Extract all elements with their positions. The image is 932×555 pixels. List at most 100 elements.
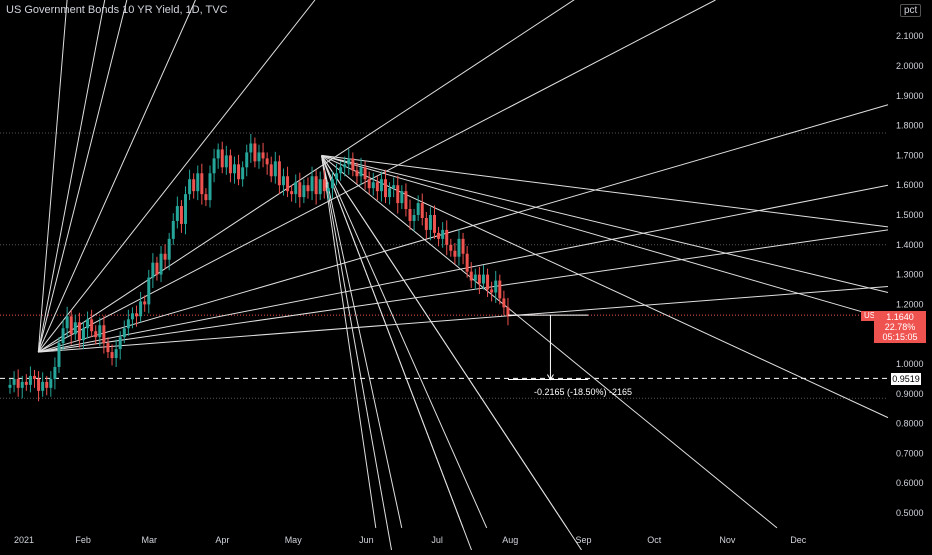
y-tick-label: 1.9000 [896,91,924,101]
fan-line [321,155,393,551]
candle-body [147,277,151,305]
candle-body [384,179,388,198]
candle-body [232,164,236,174]
candle-body [363,167,367,180]
candle-body [110,352,114,359]
candle-body [494,280,498,293]
candle-body [486,274,490,290]
candle-body [290,191,294,195]
candle-body [179,206,183,224]
candle-body [253,143,257,162]
candle-body [151,262,155,278]
candle-body [502,298,506,308]
candle-body [392,185,396,189]
fan-line [321,155,778,529]
candle-body [241,167,245,180]
candle-body [37,378,41,391]
candle-body [204,194,208,201]
candle-body [122,328,126,338]
current-price-value: 1.1640 [886,312,914,322]
candle-body [269,164,273,177]
candle-body [473,274,477,281]
x-tick-label: Dec [790,535,807,545]
fan-line [37,0,128,353]
candle-body [428,215,432,230]
fan-line [38,0,575,353]
candle-body [257,152,261,162]
candle-body [8,384,12,388]
candle-body [57,343,61,367]
y-tick-label: 1.2000 [896,299,924,309]
candle-body [130,313,134,320]
candle-body [326,188,330,192]
candle-body [318,179,322,195]
fan-line [38,104,889,353]
horizontal-line-price-tag: 0.9519 [891,373,921,385]
candle-body [208,173,212,201]
candle-body [281,176,285,186]
y-tick-label: 1.0000 [896,359,924,369]
candle-body [118,337,122,350]
y-tick-label: 1.6000 [896,180,924,190]
y-tick-label: 1.7000 [896,150,924,160]
candle-body [453,250,457,257]
candle-body [355,170,359,177]
x-tick-label: Jul [431,535,443,545]
x-tick-label: May [285,535,303,545]
candle-body [212,158,216,174]
candle-body [298,182,302,198]
candle-body [412,215,416,221]
fan-line [38,229,889,353]
candle-body [41,381,45,391]
fan-line [321,155,464,529]
y-tick-label: 2.1000 [896,31,924,41]
candle-body [461,238,465,254]
candle-body [379,179,383,192]
candle-body [449,244,453,251]
x-tick-label: Mar [141,535,157,545]
candle-body [20,381,24,388]
candle-body [224,155,228,168]
candle-body [265,158,269,165]
candle-body [65,316,69,329]
y-tick-label: 2.0000 [896,61,924,71]
y-tick-label: 0.7000 [896,448,924,458]
candle-body [245,152,249,168]
candle-body [388,188,392,198]
candle-body [192,179,196,192]
candle-body [171,220,175,239]
candle-body [469,271,473,281]
candle-body [81,328,85,341]
fan-line [321,155,403,529]
candle-body [73,322,77,335]
candle-body [351,158,355,171]
measure-arrowhead [547,374,554,381]
x-tick-label: Aug [502,535,518,545]
candle-body [53,366,57,379]
candle-body [343,164,347,168]
y-tick-label: 1.4000 [896,240,924,250]
fan-line [38,184,889,353]
candle-body [457,238,461,257]
candle-body [400,191,404,204]
fan-line [321,154,889,320]
candle-body [371,182,375,189]
candle-body [32,375,36,379]
price-change-percent: 22.78% [884,322,916,332]
x-tick-label: Jun [359,535,374,545]
candle-body [167,238,171,260]
candle-body [330,179,334,189]
candle-body [445,229,449,245]
candle-body [143,301,147,305]
unit-badge[interactable]: pct [900,4,922,17]
fan-line [321,155,488,529]
candle-body [237,164,241,180]
candle-body [159,253,163,275]
candle-body [437,232,441,239]
candle-body [196,173,200,192]
candle-body [506,307,510,317]
candle-body [302,185,306,198]
candle-body [216,149,220,159]
